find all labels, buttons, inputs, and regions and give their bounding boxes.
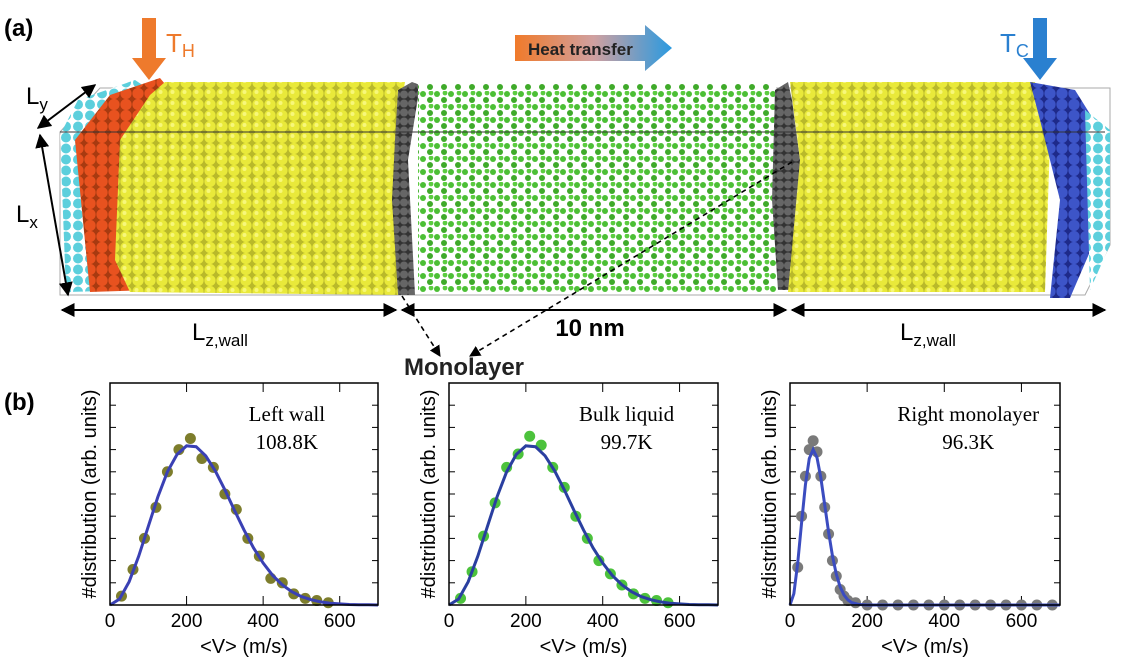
- pointer: [401, 295, 441, 357]
- subscript: C: [1016, 41, 1029, 61]
- x-axis-label: <V> (m/s): [881, 636, 969, 658]
- symbol: L: [16, 201, 29, 228]
- annotation: Right monolayer: [897, 402, 1039, 426]
- plot-frame: [448, 382, 719, 606]
- subscript: x: [29, 213, 38, 232]
- x-tick-label: 400: [247, 611, 279, 632]
- x-axis-label: <V> (m/s): [540, 636, 628, 658]
- x-tick-label: 0: [785, 611, 796, 632]
- x-tick-label: 200: [510, 611, 542, 632]
- x-tick-label: 600: [1006, 611, 1038, 632]
- data-point: [807, 435, 819, 447]
- annotation: 108.8K: [256, 430, 318, 454]
- x-tick-label: 600: [664, 611, 696, 632]
- annotation: Bulk liquid: [579, 402, 675, 426]
- fit-line: [448, 444, 719, 607]
- symbol: L: [900, 319, 913, 346]
- l-x: Lx: [16, 201, 38, 232]
- panel-label: (a): [4, 15, 33, 42]
- symbol: L: [26, 83, 39, 110]
- data-point: [524, 430, 536, 442]
- x-tick-label: 200: [851, 611, 883, 632]
- l-y: Ly: [26, 83, 48, 114]
- x-axis-label: <V> (m/s): [200, 636, 288, 658]
- liquid: [418, 84, 776, 292]
- subscript: H: [182, 41, 195, 61]
- annotation: Left wall: [249, 402, 326, 426]
- symbol: L: [192, 319, 205, 346]
- annotation: 99.7K: [601, 430, 653, 454]
- t-cold: TC: [1000, 28, 1029, 61]
- cyan-atoms: [1085, 110, 1110, 290]
- lx-arrow: [35, 133, 73, 297]
- hot-arrow: [132, 18, 166, 80]
- x-tick-label: 400: [928, 611, 960, 632]
- y-axis-label: #distribution (arb. units): [79, 390, 101, 599]
- liquid-length: 10 nm: [555, 315, 624, 342]
- left-wall: [115, 82, 405, 295]
- l-z-wall: Lz,wall: [900, 319, 956, 350]
- right-wall: [788, 82, 1050, 292]
- monolayer-label: Monolayer: [404, 354, 524, 381]
- y-axis-label: #distribution (arb. units): [759, 390, 781, 599]
- left-monolayer: [392, 82, 420, 295]
- subscript: y: [39, 95, 48, 114]
- fit-line: [788, 446, 1060, 607]
- t-hot: TH: [166, 28, 195, 61]
- x-tick-label: 200: [171, 611, 203, 632]
- x-tick-label: 0: [105, 611, 116, 632]
- data-point: [173, 444, 185, 456]
- chart: 0 200 400 600 Left wall 108.8K <V> (m/s) #distr…: [79, 382, 379, 658]
- x-tick-label: 600: [324, 611, 356, 632]
- cold-atoms: [1030, 82, 1100, 298]
- panel-a: (a) TH Heat transfer TC Ly Lx Lz,wall 10…: [4, 15, 1111, 381]
- subscript: z,wall: [205, 331, 248, 350]
- chart: 0 200 400 600 Bulk liquid 99.7K <V> (m/s) #dist…: [418, 382, 719, 658]
- data-point: [184, 433, 196, 444]
- symbol: T: [166, 28, 182, 58]
- x-tick-label: 400: [587, 611, 619, 632]
- fit-line: [109, 444, 379, 607]
- plot-frame: [789, 382, 1061, 606]
- cold-arrow: [1023, 18, 1057, 80]
- panel-label: (b): [4, 389, 35, 416]
- subscript: z,wall: [913, 331, 956, 350]
- plot-frame: [109, 382, 379, 606]
- heat-arrow: [515, 25, 672, 71]
- chart: 0 200 400 600 Right monolayer 96.3K <V> (m/s) #…: [759, 382, 1061, 658]
- l-z-wall: Lz,wall: [192, 319, 248, 350]
- y-axis-label: #distribution (arb. units): [418, 390, 440, 599]
- symbol: T: [1000, 28, 1016, 58]
- heat-transfer: Heat transfer: [528, 40, 633, 59]
- ly-arrow: [36, 84, 97, 129]
- x-tick-label: 0: [444, 611, 455, 632]
- annotation: 96.3K: [942, 430, 994, 454]
